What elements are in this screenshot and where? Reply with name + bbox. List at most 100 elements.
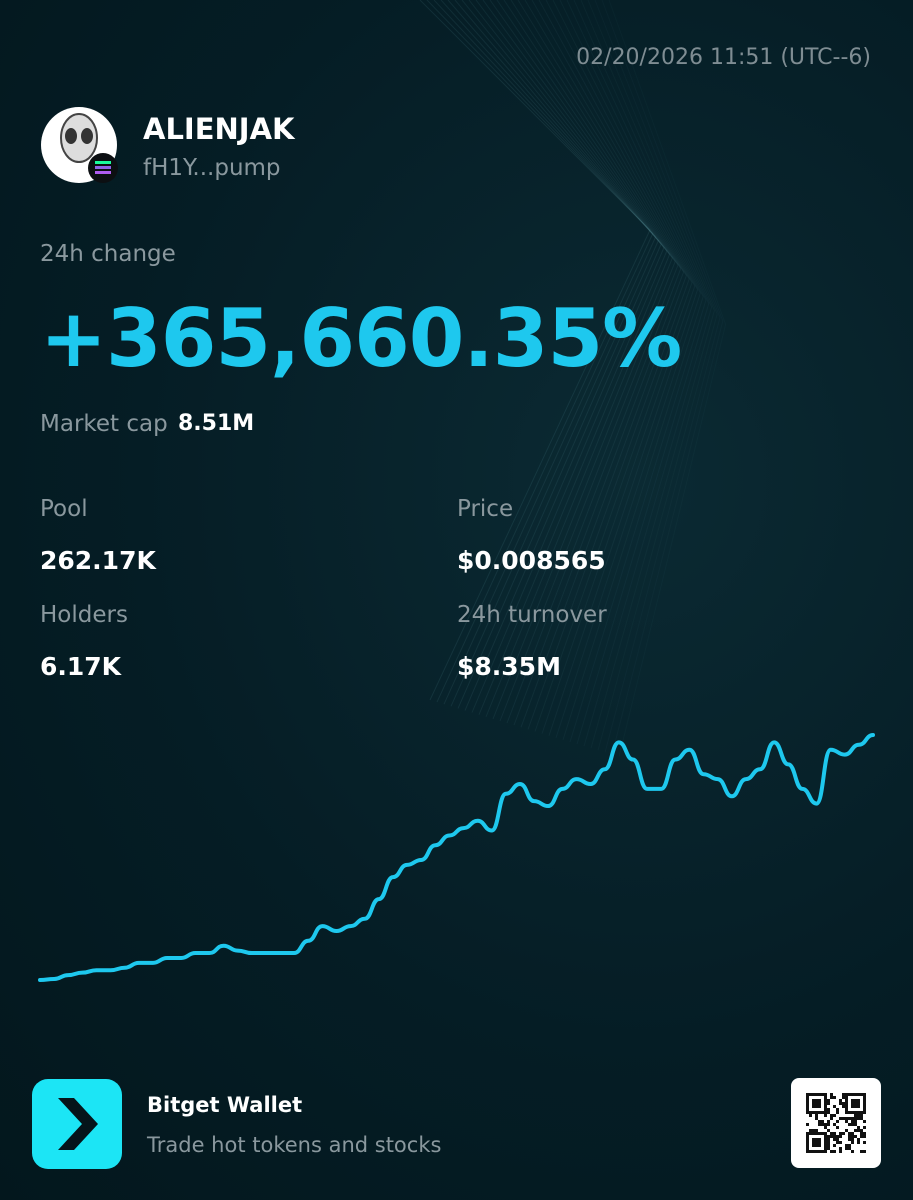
- qr-cell: [827, 1108, 830, 1111]
- qr-cell: [851, 1138, 854, 1141]
- qr-cell: [830, 1135, 833, 1138]
- deco-line: [580, 0, 715, 749]
- deco-line: [447, 0, 662, 709]
- qr-cell: [827, 1129, 830, 1132]
- stat-label: 24h turnover: [457, 602, 607, 628]
- stat-label: Holders: [40, 602, 128, 628]
- qr-cell: [854, 1120, 857, 1123]
- qr-cell: [854, 1114, 857, 1117]
- deco-line: [601, 0, 724, 755]
- deco-line: [573, 0, 713, 747]
- stat-label: Price: [457, 496, 514, 522]
- qr-cell: [827, 1123, 830, 1126]
- qr-cell: [851, 1132, 854, 1135]
- qr-cell: [842, 1105, 845, 1108]
- qr-cell: [848, 1144, 851, 1147]
- qr-cell: [854, 1123, 857, 1126]
- qr-cell: [857, 1129, 860, 1132]
- stat-value: 6.17K: [40, 652, 122, 681]
- qr-cell: [842, 1117, 845, 1120]
- qr-finder: [812, 1138, 821, 1147]
- qr-cell: [827, 1120, 830, 1123]
- qr-cell: [833, 1135, 836, 1138]
- qr-finder: [806, 1132, 827, 1153]
- qr-cell: [863, 1135, 866, 1138]
- qr-cell: [848, 1117, 851, 1120]
- stat-value: $0.008565: [457, 546, 606, 575]
- qr-cell: [833, 1150, 836, 1153]
- token-address: fH1Y...pump: [143, 155, 281, 181]
- qr-cell: [845, 1147, 848, 1150]
- qr-cell: [839, 1102, 842, 1105]
- qr-cell: [851, 1141, 854, 1144]
- qr-cell: [827, 1147, 830, 1150]
- qr-cell: [815, 1114, 818, 1117]
- deco-line: [461, 0, 668, 713]
- deco-line: [503, 0, 685, 726]
- deco-line: [440, 0, 659, 707]
- qr-finder: [851, 1099, 860, 1108]
- qr-cell: [857, 1141, 860, 1144]
- qr-cell: [827, 1111, 830, 1114]
- qr-cell: [842, 1093, 845, 1096]
- deco-line: [545, 0, 701, 738]
- qr-cell: [857, 1138, 860, 1141]
- qr-cell: [848, 1132, 851, 1135]
- deco-line: [510, 0, 687, 728]
- qr-cell: [863, 1120, 866, 1123]
- qr-cell: [842, 1096, 845, 1099]
- change-label: 24h change: [40, 241, 176, 267]
- brand-tagline: Trade hot tokens and stocks: [147, 1133, 442, 1157]
- deco-line: [482, 0, 676, 720]
- price-line: [38, 733, 875, 982]
- qr-cell: [833, 1123, 836, 1126]
- qr-cell: [833, 1132, 836, 1135]
- qr-cell: [860, 1129, 863, 1132]
- qr-cell: [857, 1126, 860, 1129]
- qr-cell: [845, 1120, 848, 1123]
- qr-cell: [848, 1138, 851, 1141]
- qr-cell: [863, 1126, 866, 1129]
- deco-line: [433, 0, 657, 705]
- timestamp: 02/20/2026 11:51 (UTC--6): [576, 45, 871, 70]
- deco-line: [566, 0, 710, 745]
- deco-line: [454, 0, 665, 711]
- market-cap-label: Market cap: [40, 411, 168, 437]
- stat-label: Pool: [40, 496, 88, 522]
- qr-cell: [827, 1144, 830, 1147]
- qr-finder: [845, 1093, 866, 1114]
- qr-cell: [848, 1123, 851, 1126]
- qr-cell: [818, 1120, 821, 1123]
- qr-cell: [857, 1117, 860, 1120]
- qr-cell: [833, 1138, 836, 1141]
- qr-cell: [860, 1114, 863, 1117]
- deco-line: [552, 0, 704, 741]
- qr-cell: [809, 1129, 812, 1132]
- qr-cell: [827, 1099, 830, 1102]
- qr-cell: [857, 1114, 860, 1117]
- stat-value: $8.35M: [457, 652, 561, 681]
- qr-cell: [830, 1114, 833, 1117]
- qr-cell: [851, 1123, 854, 1126]
- qr-cell: [836, 1120, 839, 1123]
- qr-cell: [833, 1096, 836, 1099]
- deco-line: [517, 0, 690, 730]
- qr-cell: [830, 1117, 833, 1120]
- qr-finder: [812, 1099, 821, 1108]
- qr-cell: [812, 1129, 815, 1132]
- qr-cell: [851, 1120, 854, 1123]
- deco-line: [419, 0, 651, 701]
- qr-cell: [863, 1150, 866, 1153]
- stat-value: 262.17K: [40, 546, 156, 575]
- qr-cell: [854, 1117, 857, 1120]
- qr-cell: [839, 1117, 842, 1120]
- qr-cell: [842, 1132, 845, 1135]
- deco-line: [587, 0, 718, 751]
- deco-line: [594, 0, 721, 753]
- qr-cell: [827, 1138, 830, 1141]
- qr-cell: [833, 1144, 836, 1147]
- deco-line: [426, 0, 654, 703]
- qr-cell: [839, 1147, 842, 1150]
